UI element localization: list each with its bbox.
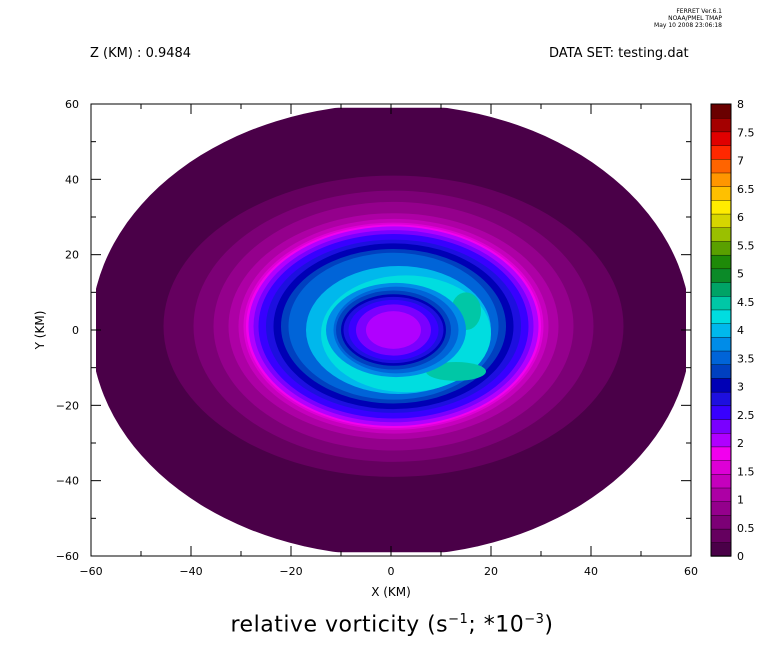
colorbar-tick-label: 3 <box>737 381 744 394</box>
y-tick-label: 60 <box>65 98 79 111</box>
x-tick-label: 0 <box>388 565 395 578</box>
colorbar-swatch <box>710 322 732 338</box>
colorbar-swatch <box>710 131 732 146</box>
chart-title-mid: ; *10 <box>468 612 525 638</box>
colorbar-swatch <box>710 501 732 516</box>
colorbar-swatch <box>710 172 732 187</box>
chart-title-sup1: −1 <box>448 612 469 627</box>
colorbar-swatch <box>710 227 732 242</box>
y-tick-label: 20 <box>65 249 79 262</box>
colorbar-swatch <box>710 309 732 324</box>
colorbar-tick-label: 5 <box>737 268 744 281</box>
colorbar: 8 7.5 7 6.5 6 5.5 5 4.5 4 3.5 3 2.5 2 1.5 1 0.5 0 <box>710 98 755 563</box>
colorbar-swatch <box>710 377 732 393</box>
contour-region-17 <box>426 362 486 381</box>
colorbar-swatch <box>710 350 732 365</box>
colorbar-swatch <box>710 364 732 379</box>
ferret-org: NOAA/PMEL TMAP <box>668 15 722 22</box>
x-axis-label: X (KM) <box>371 585 411 599</box>
colorbar-swatch <box>710 336 732 352</box>
colorbar-swatch <box>710 514 732 530</box>
x-tick-label: −20 <box>279 565 302 578</box>
x-tick-label: 40 <box>584 565 598 578</box>
colorbar-swatch <box>710 144 732 160</box>
colorbar-swatch <box>710 473 732 489</box>
y-tick-label: −60 <box>56 550 79 563</box>
colorbar-tick-label: 2.5 <box>737 409 755 422</box>
colorbar-swatch <box>710 295 732 311</box>
dataset-label: DATA SET: testing.dat <box>549 46 689 61</box>
colorbar-swatch <box>710 528 732 544</box>
ferret-timestamp: May 10 2008 23:06:18 <box>654 22 722 29</box>
colorbar-tick-label: 2 <box>737 437 744 450</box>
y-tick-label: 40 <box>65 173 79 186</box>
chart-title-end: ) <box>544 612 554 638</box>
colorbar-tick-label: 6.5 <box>737 183 755 196</box>
colorbar-tick-label: 6 <box>737 211 744 224</box>
colorbar-tick-label: 4 <box>737 324 744 337</box>
chart-title-sup2: −3 <box>524 612 545 627</box>
z-level-label: Z (KM) : 0.9484 <box>90 46 192 61</box>
contour-region-26 <box>366 311 421 349</box>
colorbar-swatch <box>710 432 732 448</box>
chart-title: relative vorticity (s−1; *10−3) <box>0 612 768 637</box>
colorbar-swatch <box>710 199 732 215</box>
y-tick-label: −20 <box>56 399 79 412</box>
chart-title-main: relative vorticity (s <box>230 612 449 638</box>
colorbar-swatch <box>710 185 732 201</box>
colorbar-swatch <box>710 418 732 434</box>
x-tick-label: 60 <box>684 565 698 578</box>
colorbar-swatch <box>710 405 732 420</box>
y-tick-label: −40 <box>56 475 79 488</box>
colorbar-tick-label: 0.5 <box>737 522 755 535</box>
colorbar-swatch <box>710 117 732 133</box>
colorbar-swatch <box>710 446 732 461</box>
colorbar-swatch <box>710 268 732 283</box>
colorbar-swatch <box>710 391 732 407</box>
colorbar-frame <box>710 103 732 557</box>
colorbar-swatch <box>710 542 732 557</box>
y-axis-label: Y (KM) <box>33 311 47 351</box>
colorbar-swatch <box>710 487 732 502</box>
colorbar-swatch <box>710 281 732 297</box>
colorbar-tick-label: 5.5 <box>737 239 755 252</box>
vorticity-field <box>96 107 686 553</box>
colorbar-tick-label: 0 <box>737 550 744 563</box>
colorbar-tick-label: 7.5 <box>737 126 755 139</box>
colorbar-tick-label: 3.5 <box>737 352 755 365</box>
y-tick-label: 0 <box>72 324 79 337</box>
colorbar-swatch <box>710 213 732 228</box>
colorbar-tick-label: 1 <box>737 494 744 507</box>
colorbar-tick-label: 8 <box>737 98 744 111</box>
colorbar-tick-label: 7 <box>737 155 744 168</box>
colorbar-swatch <box>710 459 732 475</box>
colorbar-swatch <box>710 103 732 119</box>
ferret-header: FERRET Ver.6.1 NOAA/PMEL TMAP May 10 200… <box>612 8 722 29</box>
colorbar-swatch <box>710 158 732 174</box>
colorbar-swatch <box>710 254 732 270</box>
ferret-version: FERRET Ver.6.1 <box>676 8 722 15</box>
colorbar-swatch <box>710 240 732 256</box>
x-tick-label: −40 <box>179 565 202 578</box>
plot-axes: −60 −40 −20 0 20 40 60 60 40 20 0 −20 −40 −60 X (KM) Y … <box>33 98 698 599</box>
x-tick-label: −60 <box>79 565 102 578</box>
x-tick-label: 20 <box>484 565 498 578</box>
colorbar-tick-label: 1.5 <box>737 465 755 478</box>
colorbar-tick-label: 4.5 <box>737 296 755 309</box>
